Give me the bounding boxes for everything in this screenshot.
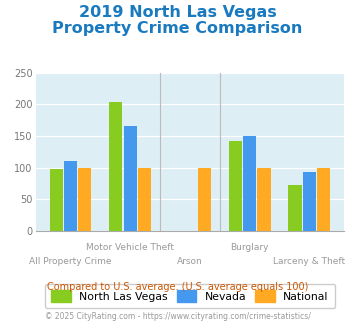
Bar bbox=[109, 102, 122, 231]
Bar bbox=[138, 168, 151, 231]
Text: Motor Vehicle Theft: Motor Vehicle Theft bbox=[86, 244, 174, 252]
Bar bbox=[257, 168, 271, 231]
Text: Arson: Arson bbox=[177, 257, 203, 266]
Text: Burglary: Burglary bbox=[230, 244, 269, 252]
Bar bbox=[124, 126, 137, 231]
Bar bbox=[198, 168, 211, 231]
Bar bbox=[289, 185, 302, 231]
Bar bbox=[50, 169, 63, 231]
Text: All Property Crime: All Property Crime bbox=[29, 257, 112, 266]
Bar bbox=[243, 136, 256, 231]
Text: Compared to U.S. average. (U.S. average equals 100): Compared to U.S. average. (U.S. average … bbox=[47, 282, 308, 292]
Bar bbox=[64, 161, 77, 231]
Text: © 2025 CityRating.com - https://www.cityrating.com/crime-statistics/: © 2025 CityRating.com - https://www.city… bbox=[45, 312, 310, 321]
Bar bbox=[317, 168, 330, 231]
Text: Property Crime Comparison: Property Crime Comparison bbox=[52, 21, 303, 36]
Bar bbox=[229, 141, 242, 231]
Bar bbox=[303, 172, 316, 231]
Legend: North Las Vegas, Nevada, National: North Las Vegas, Nevada, National bbox=[45, 284, 335, 308]
Text: 2019 North Las Vegas: 2019 North Las Vegas bbox=[78, 5, 277, 20]
Text: Larceny & Theft: Larceny & Theft bbox=[273, 257, 345, 266]
Bar bbox=[78, 168, 91, 231]
